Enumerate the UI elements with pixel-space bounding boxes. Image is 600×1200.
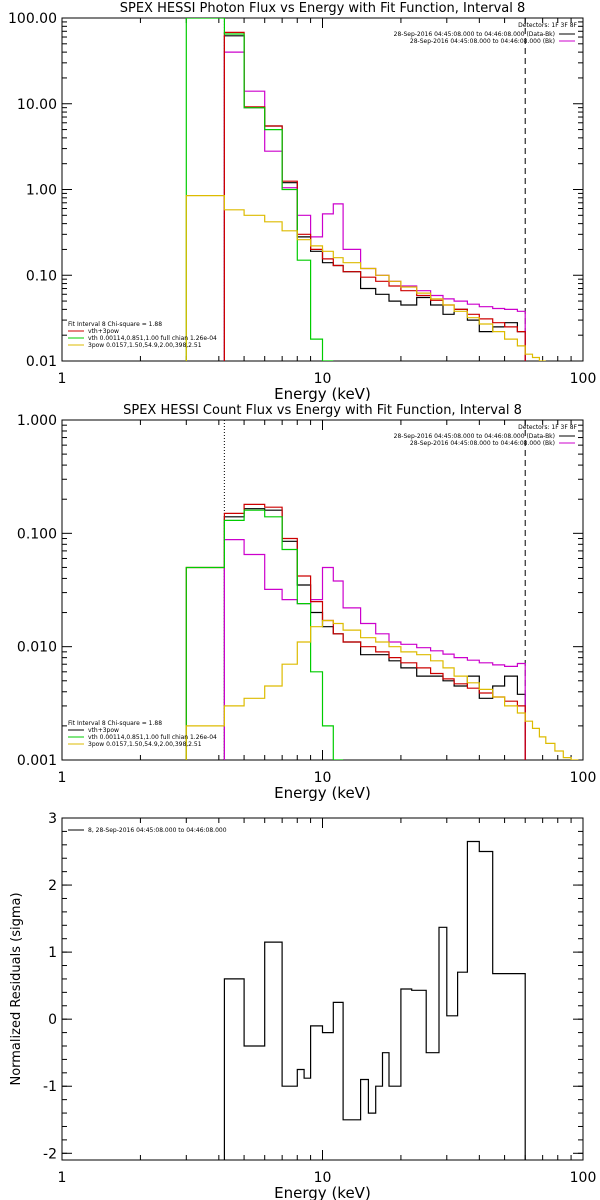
- x-axis-label: Energy (keV): [274, 784, 371, 802]
- y-tick-label: 10.00: [17, 97, 57, 113]
- y-tick-label: 2: [48, 878, 57, 894]
- x-axis-label: Energy (keV): [274, 385, 371, 403]
- plot-frame: [61, 817, 584, 1161]
- y-tick-label: 0.01: [26, 354, 57, 370]
- y-tick-label: 3: [48, 811, 57, 827]
- legend-left-label: 3pow 0.0157,1.50,54.9,2.00,398,2.51: [88, 342, 202, 349]
- x-tick-label: 10: [314, 770, 332, 786]
- legend-right-label: 28-Sep-2016 04:45:08.000 to 04:46:08.000…: [394, 433, 555, 440]
- y-tick-label: 1.000: [17, 413, 57, 429]
- x-tick-label: 10: [314, 1170, 332, 1186]
- y-tick-label: 0: [48, 1012, 57, 1028]
- series-line-3: [185, 509, 344, 760]
- y-tick-label: -2: [43, 1146, 57, 1162]
- residuals-panel: 1 10 100 Energy (keV) -2 -1 0 1 2 3 Normalized Res…: [9, 811, 596, 1200]
- x-tick-label: 100: [570, 371, 597, 387]
- legend-fit-header: Fit Interval 8 Chi-square = 1.88: [68, 321, 162, 328]
- x-tick-label: 1: [58, 770, 67, 786]
- legend-detectors: Detectors: 1F 3F 8F: [518, 22, 577, 29]
- legend-fit-header: Fit Interval 8 Chi-square = 1.88: [68, 720, 162, 727]
- y-tick-label: 0.010: [17, 640, 57, 656]
- legend-right-label: 28-Sep-2016 04:45:08.000 to 04:46:08.000…: [410, 38, 555, 45]
- series-line-3: [185, 18, 334, 361]
- chart-title: SPEX HESSI Count Flux vs Energy with Fit…: [123, 403, 522, 418]
- series-line-0: [223, 35, 526, 361]
- series-line-1: [223, 539, 526, 760]
- x-tick-label: 1: [58, 1170, 67, 1186]
- y-tick-label: 0.001: [17, 753, 57, 769]
- y-tick-label: 1.00: [26, 183, 57, 199]
- legend-left-label: 8, 28-Sep-2016 04:45:08.000 to 04:46:08.…: [88, 827, 227, 834]
- legend-left-label: vth+3pow: [88, 727, 119, 734]
- series-line-4: [185, 195, 546, 361]
- series-line-2: [223, 31, 526, 361]
- series-line-2: [185, 503, 526, 760]
- count-flux-panel: SPEX HESSI Count Flux vs Energy with Fit…: [17, 403, 596, 802]
- y-tick-label: -1: [43, 1079, 57, 1095]
- y-axis-label: Normalized Residuals (sigma): [9, 892, 24, 1085]
- y-tick-label: 0.10: [26, 268, 57, 284]
- legend-right-label: 28-Sep-2016 04:45:08.000 to 04:46:08.000…: [394, 31, 555, 38]
- x-tick-label: 100: [570, 770, 597, 786]
- series-line-1: [223, 51, 526, 361]
- y-tick-label: 100.00: [8, 11, 57, 27]
- x-tick-label: 1: [58, 371, 67, 387]
- y-tick-label: 1: [48, 945, 57, 961]
- photon-flux-panel: SPEX HESSI Photon Flux vs Energy with Fi…: [8, 1, 596, 403]
- x-tick-label: 100: [570, 1170, 597, 1186]
- legend-left-label: 3pow 0.0157,1.50,54.9,2.00,398,2.51: [88, 741, 202, 748]
- legend-left-label: vth 0.00114,0.851,1.00 full chian 1.26e-…: [88, 734, 217, 741]
- legend-left-label: vth+3pow: [88, 328, 119, 335]
- series-line-4: [185, 619, 579, 760]
- legend-left-label: vth 0.00114,0.851,1.00 full chian 1.26e-…: [88, 335, 217, 342]
- series-line-0: [223, 508, 526, 760]
- series-line-0: [223, 840, 526, 1160]
- series-group: [223, 840, 526, 1160]
- chart-title: SPEX HESSI Photon Flux vs Energy with Fi…: [120, 1, 526, 16]
- x-axis-label: Energy (keV): [274, 1184, 371, 1200]
- series-group: [185, 18, 546, 361]
- x-tick-label: 10: [314, 371, 332, 387]
- legend-right-label: 28-Sep-2016 04:45:08.000 to 04:46:08.000…: [410, 440, 555, 447]
- series-group: [185, 503, 579, 760]
- y-tick-label: 0.100: [17, 526, 57, 542]
- legend-detectors: Detectors: 1F 3F 8F: [518, 424, 577, 431]
